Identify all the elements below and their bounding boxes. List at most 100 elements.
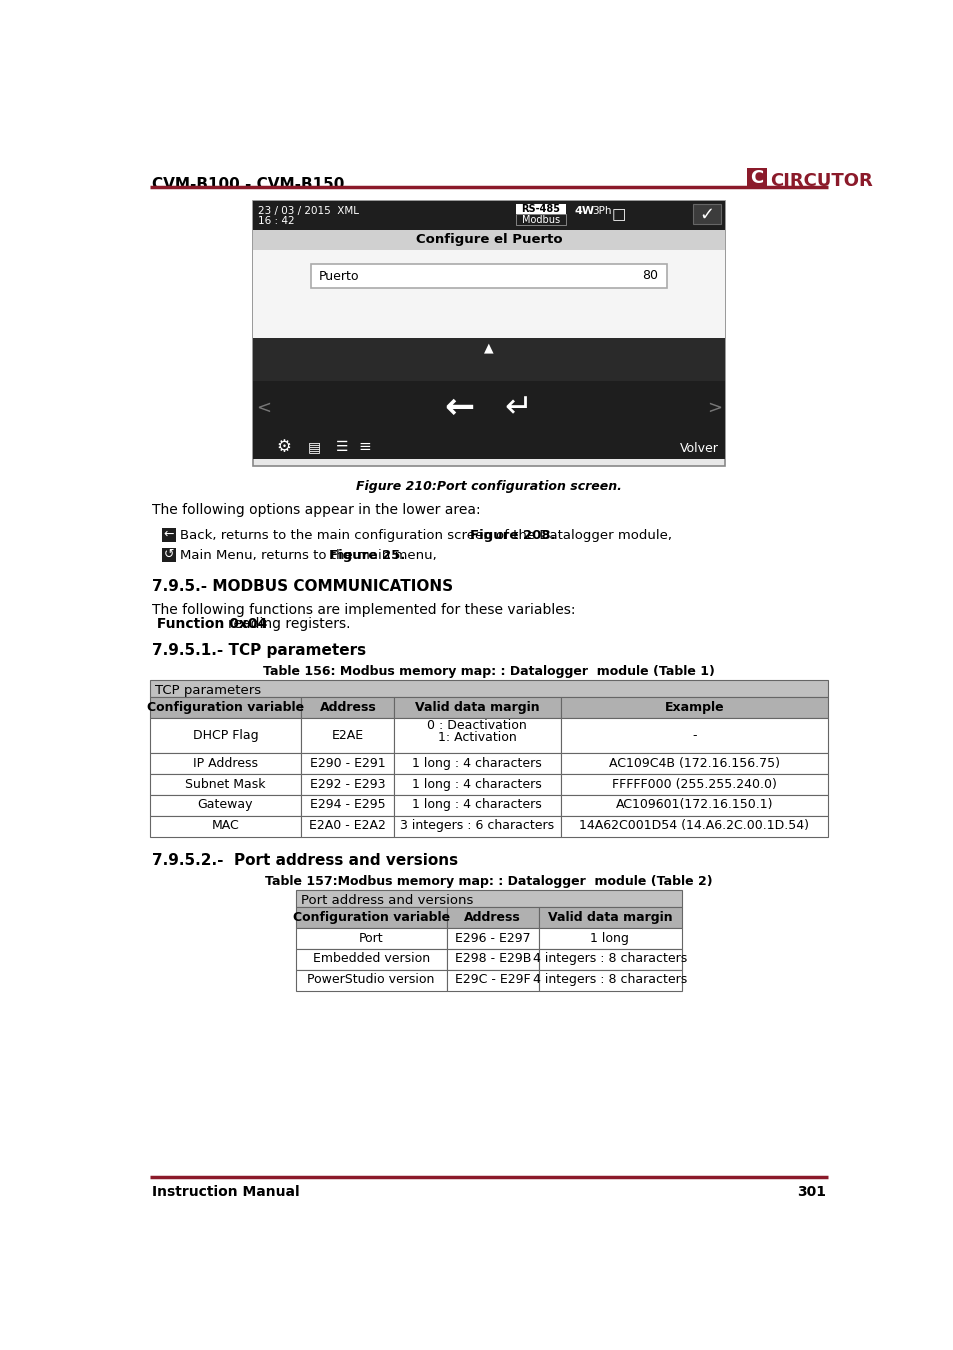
Bar <box>253 230 724 250</box>
Text: 3 integers : 6 characters: 3 integers : 6 characters <box>400 819 554 832</box>
Bar <box>150 753 301 774</box>
Text: IP Address: IP Address <box>193 757 257 769</box>
Text: Back, returns to the main configuration screen of the Datalogger module,: Back, returns to the main configuration … <box>180 528 672 541</box>
Bar <box>560 774 827 795</box>
Text: Valid data margin: Valid data margin <box>547 911 672 923</box>
Text: 23 / 03 / 2015  XML: 23 / 03 / 2015 XML <box>257 207 358 216</box>
Text: The following functions are implemented for these variables:: The following functions are implemented … <box>152 603 575 617</box>
Text: Volver: Volver <box>679 441 719 455</box>
Text: E294 - E295: E294 - E295 <box>310 798 385 811</box>
Text: Instruction Manual: Instruction Manual <box>152 1184 299 1199</box>
Bar <box>537 929 681 949</box>
Bar <box>150 795 301 815</box>
Text: Gateway: Gateway <box>197 798 253 811</box>
Bar <box>150 774 301 795</box>
Text: 3Ph: 3Ph <box>592 207 611 216</box>
Bar <box>295 891 681 907</box>
Text: The following options appear in the lower area:: The following options appear in the lowe… <box>152 504 480 517</box>
Text: E29C - E29F: E29C - E29F <box>455 973 530 987</box>
Text: MAC: MAC <box>212 819 239 832</box>
Text: ≡: ≡ <box>358 439 371 455</box>
Text: 7.9.5.2.-  Port address and versions: 7.9.5.2.- Port address and versions <box>152 853 457 868</box>
Text: Port address and versions: Port address and versions <box>300 894 473 907</box>
Text: E290 - E291: E290 - E291 <box>310 757 385 769</box>
Bar <box>746 169 766 188</box>
Bar <box>516 204 566 215</box>
Bar <box>301 815 394 837</box>
Text: E292 - E293: E292 - E293 <box>310 778 385 791</box>
Bar <box>394 718 560 753</box>
Bar <box>447 969 537 991</box>
Text: ✓: ✓ <box>699 205 714 223</box>
Text: PowerStudio version: PowerStudio version <box>307 973 435 987</box>
Text: ↵: ↵ <box>504 392 532 424</box>
Text: RS-485: RS-485 <box>520 204 559 215</box>
Bar <box>150 680 827 697</box>
Text: Configure el Puerto: Configure el Puerto <box>416 234 561 246</box>
Bar <box>253 339 724 381</box>
Bar <box>537 969 681 991</box>
Text: E296 - E297: E296 - E297 <box>455 931 530 945</box>
Bar <box>560 815 827 837</box>
Text: 1 long : 4 characters: 1 long : 4 characters <box>412 798 541 811</box>
Text: 301: 301 <box>796 1184 825 1199</box>
Text: FFFFF000 (255.255.240.0): FFFFF000 (255.255.240.0) <box>611 778 776 791</box>
Bar <box>253 250 724 339</box>
Bar <box>150 815 301 837</box>
Bar <box>447 907 537 929</box>
Text: 7.9.5.- MODBUS COMMUNICATIONS: 7.9.5.- MODBUS COMMUNICATIONS <box>152 579 453 594</box>
Text: ▤: ▤ <box>308 440 321 454</box>
Bar <box>162 548 175 562</box>
Text: Port: Port <box>358 931 383 945</box>
Text: Address: Address <box>319 701 375 714</box>
Text: <: < <box>255 398 271 417</box>
Text: 1 long: 1 long <box>590 931 629 945</box>
Text: 80: 80 <box>641 270 658 282</box>
Text: 1: Activation: 1: Activation <box>437 730 517 744</box>
Text: Figure 208.: Figure 208. <box>469 528 555 541</box>
Bar <box>537 949 681 969</box>
Text: DHCP Flag: DHCP Flag <box>193 729 258 742</box>
Bar <box>150 697 301 718</box>
Text: Figure 25.: Figure 25. <box>329 548 405 562</box>
Bar <box>692 204 720 224</box>
Text: 1 long : 4 characters: 1 long : 4 characters <box>412 757 541 769</box>
Bar <box>537 907 681 929</box>
Bar <box>447 929 537 949</box>
Text: TCP parameters: TCP parameters <box>154 684 261 697</box>
Text: Main Menu, returns to the main menu,: Main Menu, returns to the main menu, <box>180 548 441 562</box>
Text: E2A0 - E2A2: E2A0 - E2A2 <box>309 819 386 832</box>
Text: Modbus: Modbus <box>521 215 559 224</box>
Bar <box>447 949 537 969</box>
Text: CIRCUTOR: CIRCUTOR <box>769 171 872 190</box>
Text: Table 156: Modbus memory map: : Datalogger  module (Table 1): Table 156: Modbus memory map: : Datalogg… <box>263 664 714 678</box>
Bar <box>560 718 827 753</box>
Text: >: > <box>706 398 721 417</box>
Text: 4 integers : 8 characters: 4 integers : 8 characters <box>532 973 686 987</box>
Text: Valid data margin: Valid data margin <box>415 701 539 714</box>
Text: C: C <box>750 169 763 186</box>
Bar <box>301 718 394 753</box>
Text: 0 : Deactivation: 0 : Deactivation <box>427 720 527 732</box>
Text: Configuration variable: Configuration variable <box>147 701 304 714</box>
Text: Example: Example <box>664 701 723 714</box>
Bar <box>560 697 827 718</box>
Bar <box>150 718 301 753</box>
Text: 7.9.5.1.- TCP parameters: 7.9.5.1.- TCP parameters <box>152 643 366 659</box>
Text: 4 integers : 8 characters: 4 integers : 8 characters <box>532 953 686 965</box>
Bar <box>253 201 724 466</box>
Text: Function 0x04: Function 0x04 <box>152 617 267 630</box>
Text: □: □ <box>611 208 625 223</box>
Text: -: - <box>691 729 696 742</box>
Bar <box>301 774 394 795</box>
Bar <box>301 795 394 815</box>
Bar <box>295 969 447 991</box>
Bar <box>311 263 666 289</box>
Text: E2AE: E2AE <box>332 729 363 742</box>
Bar <box>295 949 447 969</box>
Text: Address: Address <box>464 911 520 923</box>
Text: 1 long : 4 characters: 1 long : 4 characters <box>412 778 541 791</box>
Bar <box>394 815 560 837</box>
Text: ↺: ↺ <box>163 548 173 562</box>
Text: ▲: ▲ <box>483 342 494 354</box>
